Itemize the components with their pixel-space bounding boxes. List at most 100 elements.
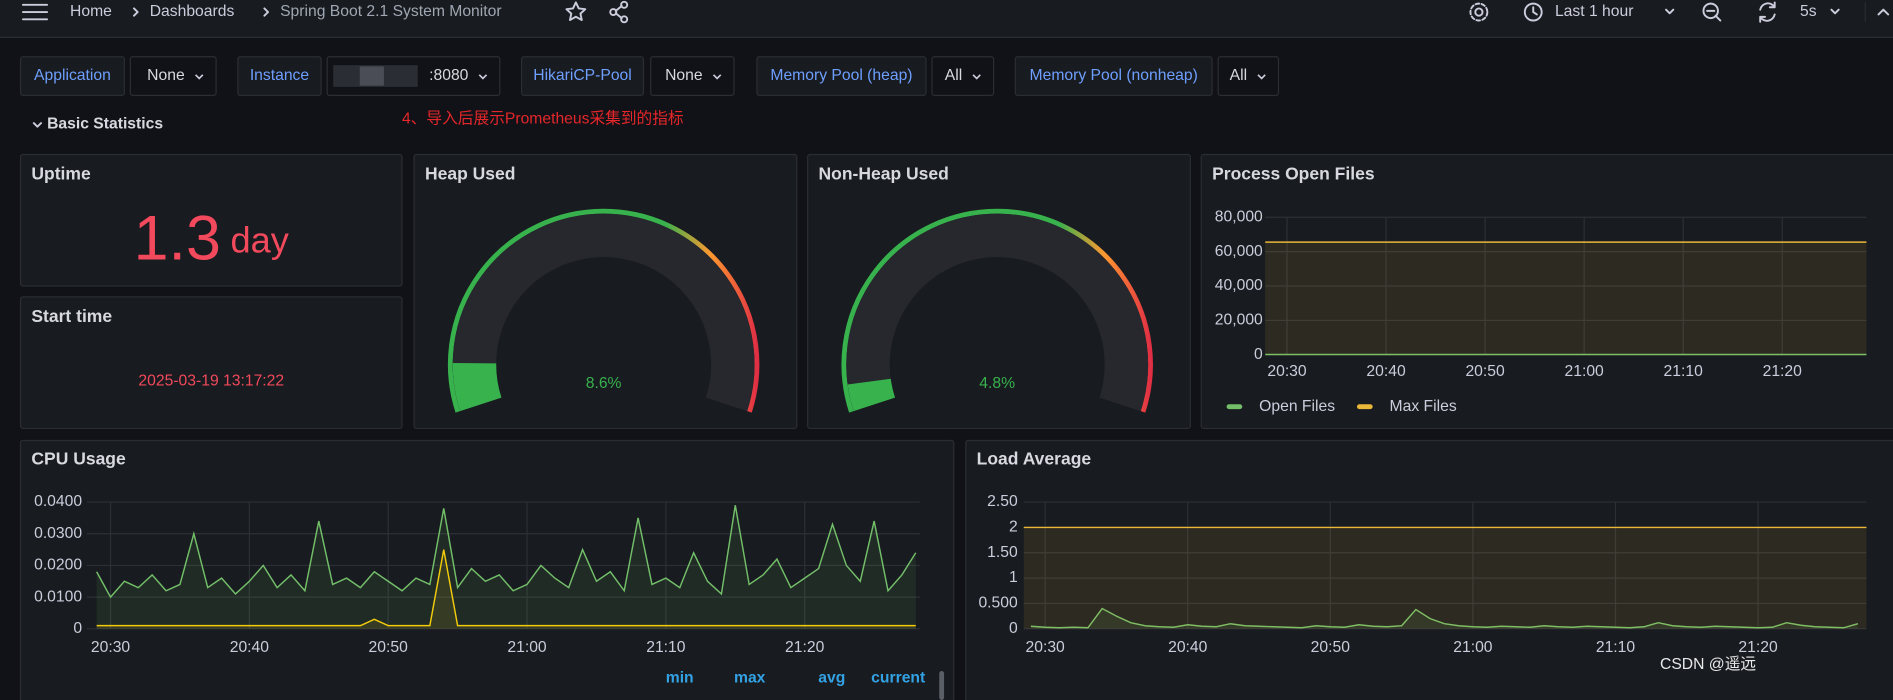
panel	[19, 296, 403, 430]
breadcrumb-separators	[133, 7, 269, 17]
x-tick-label: 20:30	[1267, 363, 1307, 380]
variable-select[interactable]	[650, 56, 735, 96]
gauge-track	[846, 213, 1149, 412]
panel-title: Non-Heap Used	[819, 164, 949, 184]
start-time-stat: 2025-03-19 13:17:22	[138, 373, 284, 390]
y-tick-label: 1	[1009, 569, 1018, 586]
row-title[interactable]: Basic Statistics	[47, 115, 163, 132]
x-tick-label: 20:50	[1311, 639, 1351, 656]
y-tick-label: 60,000	[1215, 243, 1263, 260]
series-area	[96, 505, 916, 629]
menu-icon[interactable]	[21, 3, 49, 21]
panel	[413, 153, 798, 430]
refresh-icon[interactable]	[1759, 1, 1776, 23]
panel-title: Start time	[31, 306, 112, 326]
gauge-threshold-band	[447, 208, 760, 413]
scrollbar[interactable]	[939, 671, 945, 700]
breadcrumb[interactable]: Dashboards	[150, 3, 235, 20]
gauge-track	[452, 213, 755, 412]
x-tick-label: 21:10	[646, 639, 686, 656]
variable-select[interactable]	[931, 56, 995, 96]
panel-title: Heap Used	[425, 164, 515, 184]
series-area	[1265, 242, 1867, 355]
redacted	[359, 66, 384, 86]
share-icon[interactable]	[609, 0, 629, 24]
x-tick-label: 21:10	[1664, 363, 1704, 380]
gauge-threshold-band	[841, 208, 1153, 413]
x-tick-label: 21:00	[1453, 639, 1493, 656]
series-line	[96, 505, 917, 599]
annotation: 4、导入后展示Prometheus采集到的指标	[402, 110, 684, 128]
variable-value: All	[1230, 67, 1247, 84]
star-icon[interactable]	[565, 1, 587, 21]
y-tick-label: 0	[1254, 346, 1263, 363]
variable-label: Application	[34, 67, 111, 84]
chevron	[194, 74, 204, 80]
x-tick-label: 21:20	[1738, 639, 1778, 656]
y-tick-label: 0	[73, 620, 82, 637]
panel-title: Load Average	[977, 448, 1092, 468]
y-tick-label: 2.50	[987, 493, 1018, 510]
x-tick-label: 20:30	[91, 639, 131, 656]
legend-entry[interactable]: Open Files	[1259, 398, 1335, 415]
variable-label: Instance	[250, 67, 310, 84]
chevron	[1665, 8, 1890, 16]
legend-column-header[interactable]: min	[666, 669, 694, 686]
panel	[19, 153, 403, 287]
x-tick-label: 20:40	[230, 639, 270, 656]
watermark: CSDN @遥远	[1660, 655, 1756, 673]
y-tick-label: 2	[1009, 519, 1018, 536]
chevron	[972, 74, 981, 80]
panel-title: CPU Usage	[31, 448, 126, 468]
variable-select[interactable]	[1217, 56, 1280, 96]
row-chevron[interactable]	[32, 122, 43, 128]
chevron	[712, 74, 722, 80]
breadcrumb: Spring Boot 2.1 System Monitor	[280, 3, 502, 20]
series-line	[96, 549, 916, 627]
stat-value: 1.3	[134, 203, 221, 273]
refresh-interval[interactable]: 5s	[1800, 3, 1817, 20]
legend-entry[interactable]: Max Files	[1390, 398, 1457, 415]
panel	[807, 153, 1191, 430]
legend-column-header[interactable]: max	[734, 669, 766, 686]
settings-icon[interactable]	[1469, 2, 1489, 22]
y-tick-label: 0.0200	[34, 557, 82, 574]
gauge-value	[452, 362, 502, 412]
legend-column-header[interactable]: current	[871, 669, 926, 686]
y-tick-label: 0.0100	[34, 588, 82, 605]
time-range[interactable]: Last 1 hour	[1555, 3, 1634, 20]
y-tick-label: 80,000	[1215, 208, 1263, 225]
legend-column-header[interactable]: avg	[818, 669, 845, 686]
variable-label: Memory Pool (heap)	[770, 67, 912, 84]
panel	[19, 439, 955, 700]
gauge-value	[847, 378, 896, 412]
panel	[1200, 153, 1893, 430]
panel-title: Process Open Files	[1212, 164, 1375, 184]
x-tick-label: 20:40	[1366, 363, 1406, 380]
breadcrumb[interactable]: Home	[70, 3, 112, 20]
clock-icon[interactable]	[1523, 2, 1543, 22]
variable-value: All	[945, 67, 962, 84]
variable-label-box	[237, 56, 322, 96]
zoom-out-icon[interactable]	[1702, 2, 1722, 22]
gauge-label: 4.8%	[979, 375, 1015, 392]
y-tick-label: 20,000	[1215, 312, 1263, 329]
x-tick-label: 21:20	[785, 639, 825, 656]
y-tick-label: 0.500	[978, 595, 1018, 612]
legend-swatch	[1226, 404, 1243, 410]
y-tick-label: 0	[1009, 620, 1018, 637]
gauge-label: 8.6%	[586, 375, 622, 392]
variable-label: HikariCP-Pool	[533, 67, 632, 84]
variable-value: None	[147, 67, 185, 84]
legend-swatch	[1356, 404, 1373, 410]
variable-label-box	[520, 56, 645, 96]
x-tick-label: 20:50	[1465, 363, 1505, 380]
chevron	[1257, 74, 1266, 80]
y-tick-label: 0.0300	[34, 525, 82, 542]
variable-label-box	[756, 56, 927, 96]
variable-value: None	[665, 67, 703, 84]
variable-select[interactable]	[129, 56, 217, 96]
uptime-stat: 1.3 day	[134, 203, 290, 273]
x-tick-label: 20:40	[1168, 639, 1208, 656]
